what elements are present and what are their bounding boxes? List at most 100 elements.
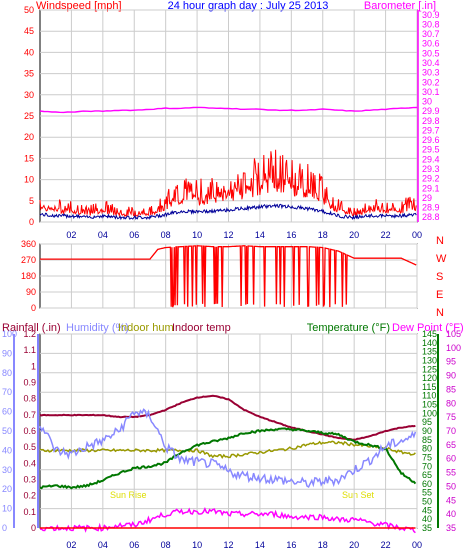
windspeed-tick-label: 10: [24, 175, 34, 185]
windspeed-axis-label: Windspeed [mph]: [36, 0, 122, 12]
rain-tick-label: 0.1: [23, 507, 36, 517]
windspeed-tick-label: 45: [24, 26, 34, 36]
dew-point-tick-label: 95: [446, 357, 456, 367]
barometer-axis-label: Barometer [.in]: [364, 0, 436, 12]
humidity-tick-label: 20: [2, 484, 12, 494]
x-tick-label: 20: [349, 230, 359, 240]
rain-tick-label: 0.5: [23, 442, 36, 452]
barometer-tick-label: 29.5: [422, 145, 440, 155]
x-tick-label: 00: [412, 230, 422, 240]
temperature-tick-label: 130: [422, 355, 437, 365]
rain-tick-label: 1: [31, 361, 36, 371]
x-tick-label: 16: [286, 540, 296, 550]
dew-point-tick-label: 70: [446, 426, 456, 436]
barometer-tick-label: 29.3: [422, 164, 440, 174]
x-tick-label: 16: [286, 230, 296, 240]
temperature-tick-label: 55: [422, 488, 432, 498]
windspeed-tick-label: 35: [24, 69, 34, 79]
sun-rise-label: Sun Rise: [110, 490, 147, 500]
barometer-tick-label: 30: [422, 97, 432, 107]
humidity-tick-label: 70: [2, 387, 12, 397]
barometer-tick-label: 29.9: [422, 106, 440, 116]
dew-point-tick-label: 100: [446, 343, 461, 353]
x-tick-label: 04: [98, 540, 108, 550]
barometer-tick-label: 30.6: [422, 39, 440, 49]
temperature-tick-label: 100: [422, 408, 437, 418]
temperature-tick-label: 80: [422, 444, 432, 454]
barometer-tick-label: 28.8: [422, 212, 440, 222]
humidity-tick-label: 100: [2, 329, 17, 339]
barometer-tick-label: 30.7: [422, 29, 440, 39]
temperature-label: Temperature (°F): [307, 322, 390, 334]
barometer-tick-label: 28.9: [422, 203, 440, 213]
humidity-tick-label: 30: [2, 465, 12, 475]
rain-tick-label: 1.1: [23, 345, 36, 355]
temperature-tick-label: 115: [422, 382, 436, 392]
rain-tick-label: 0.9: [23, 378, 36, 388]
windspeed-tick-label: 15: [24, 153, 34, 163]
windspeed-tick-label: 40: [24, 47, 34, 57]
x-tick-label: 02: [66, 540, 76, 550]
dew-point-line: [39, 507, 416, 534]
dew-point-label: Dew Point (°F): [392, 322, 464, 334]
barometer-tick-label: 30.8: [422, 19, 440, 29]
barometer-tick-label: 29.2: [422, 174, 440, 184]
temperature-tick-label: 35: [422, 523, 432, 533]
barometer-tick-label: 29.4: [422, 154, 440, 164]
humidity-tick-label: 50: [2, 426, 12, 436]
windspeed-tick-label: 0: [29, 217, 34, 227]
barometer-tick-label: 29.6: [422, 135, 440, 145]
temperature-tick-label: 60: [422, 479, 432, 489]
chart-title: 24 hour graph day : July 25 2013: [168, 0, 329, 12]
x-tick-label: 12: [223, 540, 233, 550]
barometer-tick-label: 30.3: [422, 68, 440, 78]
dew-point-tick-label: 50: [446, 481, 456, 491]
x-tick-label: 06: [129, 540, 139, 550]
windspeed-tick-label: 50: [24, 5, 34, 15]
humidity-tick-label: 0: [2, 523, 7, 533]
temperature-tick-label: 70: [422, 461, 432, 471]
humidity-line: [39, 408, 417, 488]
compass-letter-label: W: [436, 253, 447, 265]
temperature-tick-label: 145: [422, 329, 437, 339]
direction-tick-label: 90: [26, 287, 36, 297]
dew-point-tick-label: 90: [446, 371, 456, 381]
compass-letter-label: E: [436, 289, 443, 301]
temperature-tick-label: 75: [422, 452, 432, 462]
windspeed-tick-label: 25: [24, 111, 34, 121]
humidity-tick-label: 60: [2, 407, 12, 417]
direction-tick-label: 180: [21, 271, 36, 281]
barometer-tick-label: 29.8: [422, 116, 440, 126]
temperature-tick-label: 135: [422, 347, 437, 357]
rain-tick-label: 0.7: [23, 410, 36, 420]
x-tick-label: 22: [381, 230, 391, 240]
rain-tick-label: 0: [31, 523, 36, 533]
humidity-tick-label: 40: [2, 445, 12, 455]
barometer-tick-label: 29.1: [422, 183, 440, 193]
windspeed-tick-label: 5: [29, 196, 34, 206]
temperature-tick-label: 90: [422, 426, 432, 436]
rainfall-label: Rainfall (.in): [2, 322, 61, 334]
dew-point-tick-label: 80: [446, 398, 456, 408]
x-tick-label: 00: [412, 540, 422, 550]
x-tick-label: 10: [192, 540, 202, 550]
temperature-tick-label: 85: [422, 435, 432, 445]
dew-point-tick-label: 45: [446, 495, 456, 505]
barometer-tick-label: 30.5: [422, 48, 440, 58]
barometer-tick-label: 30.2: [422, 77, 440, 87]
indoor-humidity-line: [39, 440, 416, 460]
temperature-tick-label: 110: [422, 391, 436, 401]
x-tick-label: 10: [192, 230, 202, 240]
x-tick-label: 04: [98, 230, 108, 240]
dew-point-tick-label: 55: [446, 468, 456, 478]
windspeed-tick-label: 30: [24, 90, 34, 100]
dew-point-tick-label: 85: [446, 384, 456, 394]
windspeed-tick-label: 20: [24, 132, 34, 142]
x-tick-label: 18: [318, 540, 328, 550]
x-tick-label: 14: [255, 230, 265, 240]
dew-point-tick-label: 40: [446, 509, 456, 519]
indoor-temperature-line: [39, 394, 416, 441]
dew-point-tick-label: 35: [446, 523, 456, 533]
dew-point-tick-label: 60: [446, 454, 456, 464]
temperature-tick-label: 125: [422, 364, 437, 374]
